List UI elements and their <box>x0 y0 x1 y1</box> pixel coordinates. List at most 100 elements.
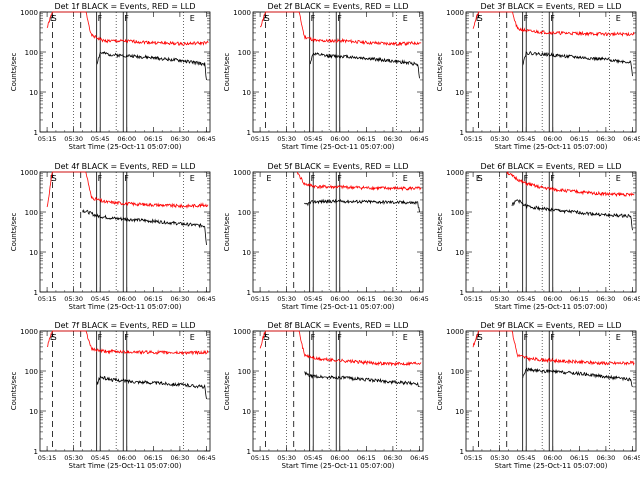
y-tick-label: 1 <box>460 289 464 297</box>
x-axis-label: Start Time (25-Oct-11 05:07:00) <box>282 462 395 470</box>
x-tick-label: 06:30 <box>597 135 616 143</box>
y-axis-label: Counts/sec <box>436 213 444 252</box>
event-marker-label: F <box>550 174 555 183</box>
event-marker-label: E <box>263 14 268 23</box>
y-tick-label: 1 <box>460 129 464 137</box>
y-tick-label: 1000 <box>20 328 38 336</box>
y-tick-label: 100 <box>25 209 38 217</box>
x-tick-label: 05:30 <box>64 454 83 462</box>
y-axis-label: Counts/sec <box>10 213 18 252</box>
y-tick-label: 1000 <box>20 9 38 17</box>
x-axis-label: Start Time (25-Oct-11 05:07:00) <box>69 143 182 151</box>
x-tick-label: 06:30 <box>597 295 616 303</box>
y-axis-label: Counts/sec <box>10 53 18 92</box>
x-tick-label: 05:45 <box>304 454 323 462</box>
x-tick-label: 05:30 <box>490 454 509 462</box>
x-tick-label: 06:00 <box>330 454 349 462</box>
plot-frame <box>39 11 211 133</box>
x-tick-label: 05:15 <box>251 295 270 303</box>
x-tick-label: 06:00 <box>117 454 136 462</box>
y-tick-label: 10 <box>455 89 464 97</box>
event-marker-label: E <box>190 174 195 183</box>
y-tick-label: 100 <box>238 209 251 217</box>
events-series-line <box>511 199 633 231</box>
event-marker-label: E <box>616 14 621 23</box>
x-tick-label: 05:15 <box>251 135 270 143</box>
x-tick-label: 06:15 <box>570 135 589 143</box>
x-tick-label: 06:00 <box>117 295 136 303</box>
events-series-line <box>96 375 207 400</box>
y-tick-label: 1000 <box>446 9 464 17</box>
event-marker-label: E <box>190 14 195 23</box>
x-tick-label: 05:15 <box>251 454 270 462</box>
x-tick-label: 06:15 <box>144 135 163 143</box>
lld-series-line <box>472 11 635 37</box>
y-tick-label: 100 <box>238 49 251 57</box>
lld-series-line <box>259 11 422 47</box>
x-tick-label: 05:15 <box>464 135 483 143</box>
event-marker-label: E <box>263 333 268 342</box>
chart-panel-1: Det 1f BLACK = Events, RED = LLD 1 10 100 10… <box>10 2 216 151</box>
event-marker-label: E <box>476 333 481 342</box>
x-tick-label: 06:15 <box>570 295 589 303</box>
y-tick-label: 1000 <box>233 328 251 336</box>
events-series-line <box>304 371 420 388</box>
events-series-line <box>82 209 207 246</box>
y-axis-label: Counts/sec <box>223 372 231 411</box>
x-tick-label: 05:45 <box>517 295 536 303</box>
plot-frame <box>39 171 211 293</box>
y-tick-label: 10 <box>455 249 464 257</box>
event-marker-label: F <box>98 174 103 183</box>
y-tick-label: 100 <box>451 368 464 376</box>
event-marker-label: E <box>403 174 408 183</box>
event-marker-label: E <box>476 174 481 183</box>
event-marker-label: S <box>478 14 483 23</box>
x-tick-label: 06:45 <box>197 454 216 462</box>
x-tick-label: 05:45 <box>91 295 110 303</box>
lld-series-line <box>46 11 209 46</box>
y-tick-label: 1 <box>247 448 251 456</box>
y-tick-label: 10 <box>242 89 251 97</box>
events-series-line <box>96 50 207 81</box>
event-marker-label: E <box>50 174 55 183</box>
x-tick-label: 06:15 <box>570 454 589 462</box>
chart-title: Det 9f BLACK = Events, RED = LLD <box>480 321 621 330</box>
chart-title: Det 3f BLACK = Events, RED = LLD <box>480 2 621 11</box>
lld-series-line <box>472 330 635 366</box>
x-tick-label: 06:45 <box>410 454 429 462</box>
chart-title: Det 1f BLACK = Events, RED = LLD <box>54 2 195 11</box>
x-tick-label: 05:30 <box>277 135 296 143</box>
plot-frame <box>465 11 637 133</box>
plot-frame <box>465 171 637 293</box>
x-tick-label: 06:15 <box>144 454 163 462</box>
plot-frame <box>252 330 424 452</box>
event-marker-label: F <box>98 333 103 342</box>
y-tick-label: 1 <box>34 289 38 297</box>
events-series-line <box>522 367 633 388</box>
events-series-line <box>304 198 420 213</box>
event-marker-label: S <box>478 333 483 342</box>
event-marker-label: E <box>616 174 621 183</box>
x-tick-label: 05:45 <box>517 454 536 462</box>
plot-frame <box>252 11 424 133</box>
y-tick-label: 10 <box>29 89 38 97</box>
y-tick-label: 100 <box>25 368 38 376</box>
y-tick-label: 10 <box>455 408 464 416</box>
event-marker-label: F <box>524 333 529 342</box>
y-tick-label: 10 <box>29 408 38 416</box>
x-tick-label: 06:00 <box>330 135 349 143</box>
event-marker-label: S <box>52 14 57 23</box>
event-marker-label: S <box>265 14 270 23</box>
x-tick-label: 06:45 <box>197 295 216 303</box>
chart-title: Det 7f BLACK = Events, RED = LLD <box>54 321 195 330</box>
event-marker-label: E <box>476 14 481 23</box>
x-tick-label: 05:30 <box>490 135 509 143</box>
lld-series-line <box>506 170 635 198</box>
x-tick-label: 05:45 <box>91 454 110 462</box>
y-tick-label: 100 <box>238 368 251 376</box>
x-tick-label: 05:45 <box>304 295 323 303</box>
event-marker-label: F <box>524 174 529 183</box>
event-marker-label: F <box>337 14 342 23</box>
x-tick-label: 05:30 <box>64 135 83 143</box>
